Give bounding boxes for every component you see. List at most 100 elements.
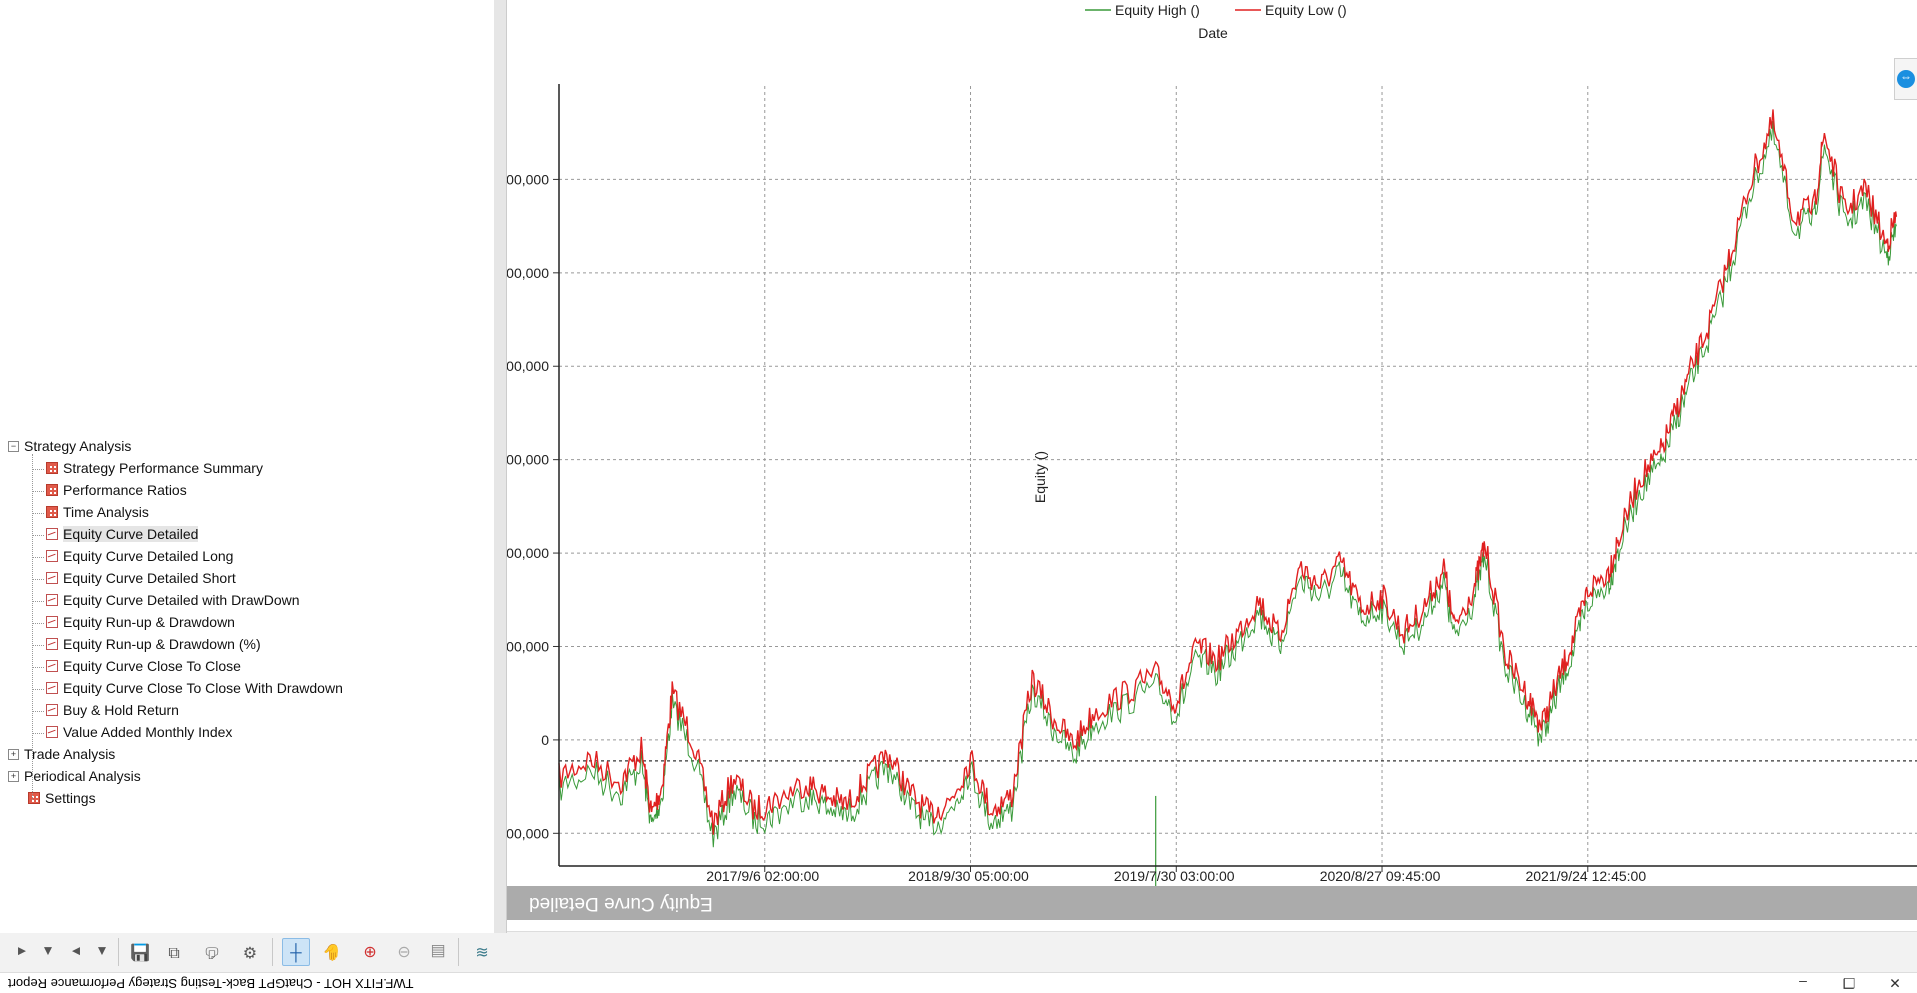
tree-item-equity-curve-close-to-close-label: Equity Curve Close To Close bbox=[63, 658, 241, 674]
chart-axes: 200,000 0 -200,000 -400,000 -600,000 -800,000… bbox=[507, 84, 1917, 884]
tree-connector bbox=[33, 491, 44, 492]
line-chart-icon bbox=[46, 682, 58, 694]
tree-item-equity-run-up-drawdown[interactable]: Equity Run-up & Drawdown bbox=[46, 614, 235, 630]
chart-style-icon[interactable]: ≋ bbox=[475, 943, 489, 960]
legend-label-high: Equity High () bbox=[1115, 2, 1200, 18]
copy-icon[interactable]: ⧉ bbox=[168, 944, 180, 961]
expand-icon[interactable]: + bbox=[8, 748, 19, 760]
tree-item-equity-curve-detailed[interactable]: Equity Curve Detailed bbox=[46, 526, 199, 542]
tree-item-equity-curve-detailed-with-drawdown-label: Equity Curve Detailed with DrawDown bbox=[63, 592, 300, 608]
toolbar-divider bbox=[458, 938, 459, 966]
line-chart-icon bbox=[46, 616, 58, 628]
x-tick-label: 2019/7/30 03:00:00 bbox=[1114, 868, 1235, 884]
side-expand-tab[interactable]: ⇔ bbox=[1894, 58, 1917, 100]
print-icon[interactable]: ⎙ bbox=[205, 944, 219, 961]
hand-pan-icon[interactable]: ✋ bbox=[322, 943, 342, 960]
tree-item-performance-ratios-label: Performance Ratios bbox=[63, 482, 187, 498]
swap-arrows-icon[interactable]: ⇔ bbox=[1897, 70, 1915, 88]
y-tick-label: -1,000,000 bbox=[507, 265, 549, 281]
tree-item-time-analysis[interactable]: Time Analysis bbox=[46, 504, 149, 520]
y-tick-label: -200,000 bbox=[507, 638, 549, 654]
tree-item-equity-curve-detailed-short[interactable]: Equity Curve Detailed Short bbox=[46, 570, 236, 586]
down-arrow-icon[interactable]: ▴ bbox=[97, 943, 107, 960]
table-report-icon bbox=[46, 484, 58, 496]
tree-connector bbox=[33, 645, 44, 646]
line-chart-icon bbox=[46, 572, 58, 584]
x-tick-label: 2017/9/6 02:00:00 bbox=[706, 868, 819, 884]
tree-connector bbox=[33, 623, 44, 624]
tree-item-equity-curve-detailed-long-label: Equity Curve Detailed Long bbox=[63, 548, 234, 564]
zoom-out-icon[interactable]: ⊖ bbox=[397, 943, 411, 960]
tree-item-performance-ratios[interactable]: Performance Ratios bbox=[46, 482, 187, 498]
tree-item-strategy-analysis[interactable]: − Strategy Analysis bbox=[8, 438, 131, 454]
maximize-window-button[interactable]: ❐ bbox=[1842, 975, 1856, 992]
y-tick-label: -1,200,000 bbox=[507, 171, 549, 187]
up-arrow-icon[interactable]: ▴ bbox=[43, 943, 53, 960]
tree-item-periodical-analysis[interactable]: + Periodical Analysis bbox=[8, 768, 141, 784]
tree-item-trade-analysis-label: Trade Analysis bbox=[24, 746, 116, 762]
tree-connector bbox=[33, 469, 44, 470]
legend-label-low: Equity Low () bbox=[1265, 2, 1347, 18]
save-icon[interactable]: 💾 bbox=[130, 943, 150, 960]
tree-item-equity-curve-close-to-close-with-drawdown-label: Equity Curve Close To Close With Drawdow… bbox=[63, 680, 343, 696]
equity-low-line bbox=[558, 109, 1898, 835]
panel-splitter[interactable] bbox=[493, 0, 507, 933]
table-report-icon bbox=[28, 792, 40, 804]
gear-icon[interactable]: ⚙ bbox=[242, 943, 258, 960]
title-bar: ✕ ❐ – TWF.FITX HOT - ChatGPT Back-Testin… bbox=[0, 973, 1917, 993]
chart-grid bbox=[559, 86, 1917, 866]
tree-item-trade-analysis[interactable]: + Trade Analysis bbox=[8, 746, 115, 762]
crosshair-icon[interactable]: ┼ bbox=[282, 938, 310, 966]
y-tick-label: -400,000 bbox=[507, 545, 549, 561]
tree-connector bbox=[33, 513, 44, 514]
tree-item-equity-curve-close-to-close-with-drawdown[interactable]: Equity Curve Close To Close With Drawdow… bbox=[46, 680, 343, 696]
tree-item-equity-curve-detailed-long[interactable]: Equity Curve Detailed Long bbox=[46, 548, 233, 564]
tree-item-buy-hold-return-label: Buy & Hold Return bbox=[63, 702, 179, 718]
tree-item-equity-curve-close-to-close[interactable]: Equity Curve Close To Close bbox=[46, 658, 241, 674]
tree-item-time-analysis-label: Time Analysis bbox=[63, 504, 149, 520]
line-chart-icon bbox=[46, 550, 58, 562]
tree-connector bbox=[33, 689, 44, 690]
x-axis-title: Date bbox=[1198, 25, 1228, 41]
collapse-icon[interactable]: − bbox=[8, 440, 19, 452]
tree-connector bbox=[33, 579, 44, 580]
tree-item-strategy-performance-summary[interactable]: Strategy Performance Summary bbox=[46, 460, 263, 476]
toolbar: ◂ ▴ ▸ ▴ 💾 ⧉ ⎙ ⚙ ┼ ✋ ⊕ ⊖ ▤ ≋ bbox=[0, 931, 1917, 973]
tree-item-equity-run-up-drawdown[interactable]: Equity Run-up & Drawdown (%) bbox=[46, 636, 261, 652]
tree-item-strategy-analysis-label: Strategy Analysis bbox=[24, 438, 132, 454]
chart-panel-header: Equity Curve Detailed bbox=[507, 886, 1917, 920]
forward-arrow-icon[interactable]: ▸ bbox=[71, 943, 81, 960]
tree-item-value-added-monthly-index[interactable]: Value Added Monthly Index bbox=[46, 724, 232, 740]
line-chart-icon bbox=[46, 660, 58, 672]
chart-legend: Equity High () Equity Low () bbox=[1085, 2, 1347, 18]
y-tick-label: -600,000 bbox=[507, 452, 549, 468]
tree-item-equity-run-up-drawdown-label: Equity Run-up & Drawdown bbox=[63, 614, 235, 630]
tree-item-periodical-analysis-label: Periodical Analysis bbox=[24, 768, 141, 784]
zoom-in-icon[interactable]: ⊕ bbox=[363, 943, 377, 960]
table-view-icon[interactable]: ▤ bbox=[430, 943, 446, 960]
close-window-button[interactable]: ✕ bbox=[1889, 975, 1901, 992]
tree-connector bbox=[33, 711, 44, 712]
back-arrow-icon[interactable]: ◂ bbox=[17, 943, 27, 960]
tree-connector bbox=[32, 454, 33, 800]
tree-connector bbox=[33, 601, 44, 602]
table-report-icon bbox=[46, 506, 58, 518]
toolbar-divider bbox=[272, 938, 273, 966]
tree-item-settings[interactable]: Settings bbox=[28, 790, 96, 806]
window-title: TWF.FITX HOT - ChatGPT Back-Testing Stra… bbox=[8, 976, 414, 991]
tree-item-equity-curve-detailed-label: Equity Curve Detailed bbox=[63, 526, 199, 542]
equity-chart-svg: 200,000 0 -200,000 -400,000 -600,000 -800,000… bbox=[507, 2, 1917, 886]
x-tick-label: 2018/9/30 05:00:00 bbox=[908, 868, 1029, 884]
tree-connector bbox=[33, 733, 44, 734]
equity-chart[interactable]: 200,000 0 -200,000 -400,000 -600,000 -800,000… bbox=[507, 0, 1917, 886]
expand-icon[interactable]: + bbox=[8, 770, 19, 782]
x-tick-label: 2020/8/27 09:45:00 bbox=[1320, 868, 1441, 884]
tree-item-equity-curve-detailed-with-drawdown[interactable]: Equity Curve Detailed with DrawDown bbox=[46, 592, 300, 608]
line-chart-icon bbox=[46, 638, 58, 650]
toolbar-divider bbox=[118, 938, 119, 966]
tree-item-buy-hold-return[interactable]: Buy & Hold Return bbox=[46, 702, 179, 718]
line-chart-icon bbox=[46, 704, 58, 716]
tree-item-strategy-performance-summary-label: Strategy Performance Summary bbox=[63, 460, 263, 476]
minimize-window-button[interactable]: – bbox=[1799, 975, 1807, 991]
